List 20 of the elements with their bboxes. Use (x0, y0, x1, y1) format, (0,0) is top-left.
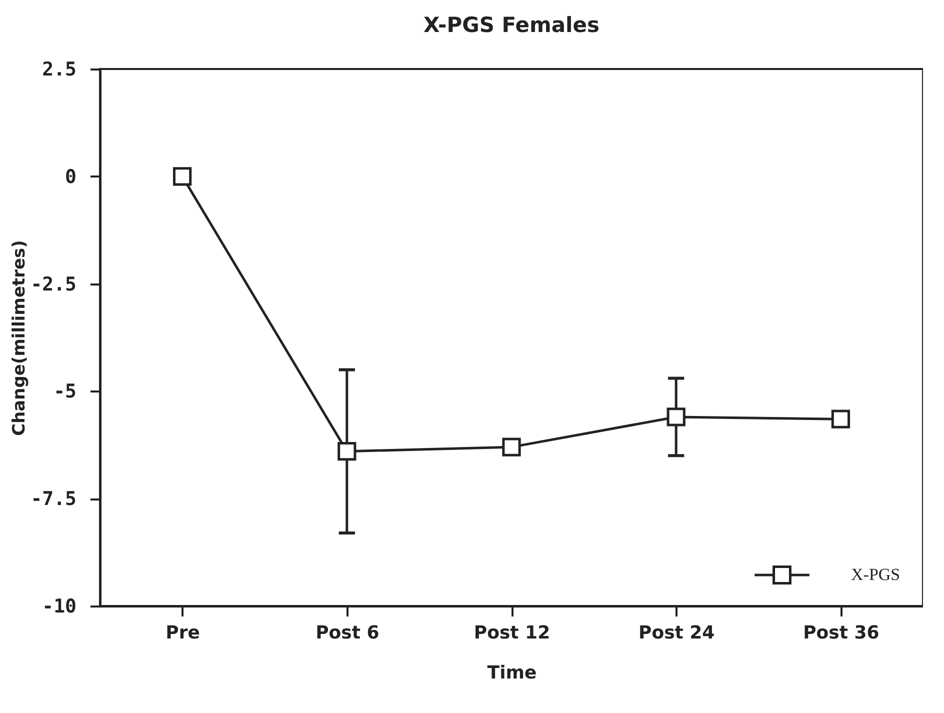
y-tick-label: -5 (54, 380, 76, 403)
x-tick-label: Post 12 (474, 622, 550, 644)
point (831, 410, 850, 428)
point (666, 408, 686, 426)
y-tick-label: 2.5 (42, 58, 76, 80)
y-axis-title: Change(millimetres) (10, 240, 30, 436)
text: X-PGS (851, 565, 900, 584)
x-tick-label: Post 24 (638, 622, 715, 644)
point (338, 442, 356, 461)
point (502, 438, 521, 456)
x-tick-label: Post 36 (803, 622, 880, 644)
x-axis-title: Time (487, 662, 537, 684)
x-tick-label: Pre (166, 622, 200, 644)
y-tick-label: -7.5 (30, 488, 76, 510)
y-tick-label: 0 (65, 166, 76, 188)
x-tick-label: Post 6 (316, 622, 380, 644)
y-tick-label: -10 (42, 596, 76, 618)
chart-title: X-PGS Females (424, 13, 600, 37)
point (172, 167, 192, 186)
y-tick-label: -2.5 (30, 273, 76, 296)
